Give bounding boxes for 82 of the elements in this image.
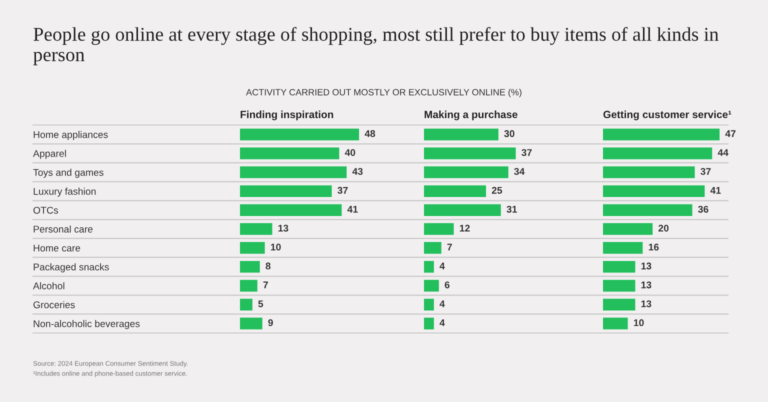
data-label: 9 (268, 319, 273, 326)
bar (424, 242, 442, 254)
bar (603, 280, 636, 292)
bar (424, 318, 434, 330)
y-tick-label: Alcohol (33, 282, 64, 290)
data-label: 41 (347, 206, 358, 213)
data-label: 16 (648, 244, 659, 251)
data-label: 12 (460, 224, 470, 232)
x-axis-title: Finding inspiration (240, 110, 334, 120)
data-label: 6 (444, 281, 450, 288)
data-label: 37 (338, 186, 348, 194)
data-label: 44 (718, 149, 728, 156)
bar (240, 280, 258, 292)
y-tick-label: OTCs (33, 206, 58, 214)
bar (240, 223, 272, 235)
bar (424, 166, 508, 178)
bar (603, 166, 695, 178)
data-label: 41 (710, 187, 721, 194)
data-label: 47 (725, 130, 736, 137)
y-tick-label: Groceries (33, 301, 75, 308)
y-tick-label: Apparel (33, 150, 66, 159)
data-label: 5 (258, 300, 264, 308)
data-label: 37 (700, 168, 711, 175)
bar (240, 204, 342, 216)
y-tick-label: Luxury fashion (34, 188, 96, 197)
data-label: 25 (492, 186, 502, 194)
bar (240, 148, 340, 160)
bar (603, 298, 636, 310)
data-label: 48 (364, 130, 376, 138)
data-label: 43 (352, 168, 363, 175)
data-label: 13 (641, 262, 652, 270)
bar (603, 318, 628, 330)
y-tick-label: Packaged snacks (34, 263, 109, 272)
bar (240, 318, 262, 330)
bar (603, 204, 692, 216)
x-axis-title: Getting customer service¹ (603, 110, 732, 120)
bar (603, 148, 712, 160)
bar (240, 298, 252, 310)
data-label: 7 (263, 282, 268, 288)
bar (424, 260, 434, 273)
data-label: 13 (641, 281, 652, 288)
data-label: 30 (504, 130, 514, 138)
data-label: 10 (634, 319, 644, 326)
data-label: 8 (266, 262, 271, 270)
x-axis-title: Making a purchase (424, 110, 518, 120)
data-label: 13 (278, 224, 288, 232)
bar (240, 128, 360, 140)
bar (424, 298, 434, 310)
y-tick-label: Home care (34, 244, 80, 252)
data-label: 34 (514, 168, 525, 175)
data-label: 40 (344, 149, 356, 156)
bar (240, 242, 265, 254)
bar (603, 128, 720, 140)
data-label: 31 (506, 206, 517, 213)
y-tick-label: Personal care (34, 225, 93, 233)
bar (603, 242, 643, 254)
bar (424, 223, 454, 235)
data-label: 4 (440, 319, 445, 326)
bar (424, 148, 516, 160)
data-label: 20 (658, 224, 669, 232)
bar (240, 166, 347, 178)
data-label: 13 (641, 300, 652, 308)
data-label: 37 (522, 149, 532, 156)
data-label: 4 (440, 262, 445, 270)
bar (603, 260, 636, 273)
y-tick-label: Non-alcoholic beverages (34, 320, 140, 330)
y-tick-label: Home appliances (34, 130, 108, 140)
bar (424, 128, 498, 140)
bar (424, 280, 439, 292)
chart-title: People go online at every stage of shopping, most still prefer to buy items of all kinds in person (33, 27, 719, 66)
data-label: 4 (440, 300, 445, 308)
bar (240, 260, 260, 273)
bar (603, 185, 705, 198)
data-label: 10 (270, 244, 281, 251)
data-label: 7 (447, 244, 452, 250)
bar (424, 185, 486, 198)
bar (603, 223, 653, 235)
text: ACTIVITY CARRIED OUT MOSTLY OR EXCLUSIVELY ONLINE (%) (246, 88, 522, 98)
data-label: 36 (698, 206, 708, 213)
bar (424, 204, 501, 216)
y-tick-label: Toys and games (33, 168, 104, 178)
bar (240, 185, 332, 198)
